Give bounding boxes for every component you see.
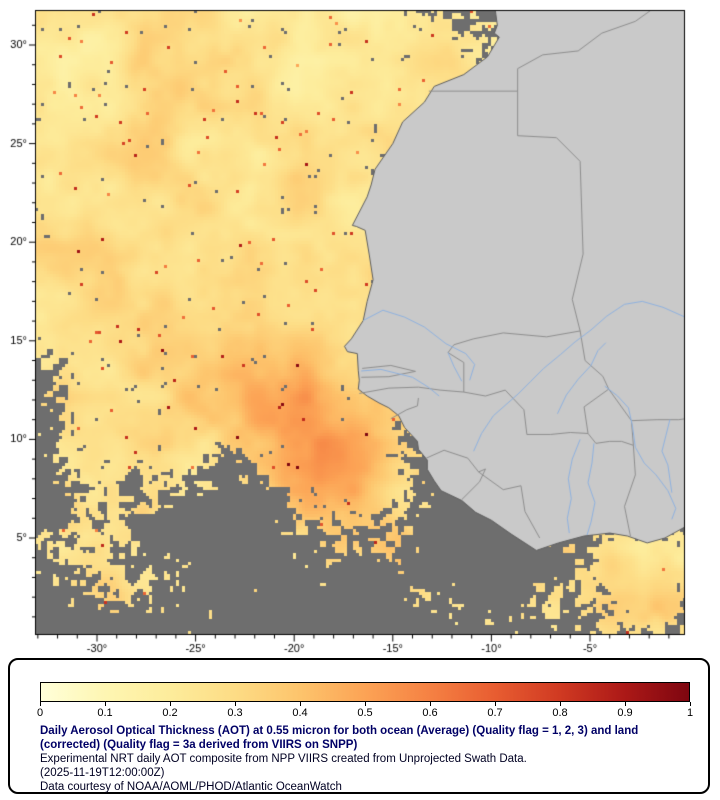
colorbar-tick: [169, 702, 171, 706]
colorbar: [40, 682, 690, 702]
colorbar-tick: [299, 702, 301, 706]
colorbar-tick-label: 0.5: [357, 707, 373, 719]
colorbar-tick-label: 0.6: [422, 707, 438, 719]
colorbar-tick: [494, 702, 496, 706]
colorbar-tick-label: 0.7: [487, 707, 503, 719]
colorbar-tick-marks: [39, 702, 691, 706]
legend-panel: 0 0.1 0.2 0.3 0.4 0.5 0.6 0.7 0.8 0.9 1 …: [8, 658, 710, 794]
colorbar-tick: [234, 702, 236, 706]
colorbar-tick-label: 1: [686, 707, 694, 719]
caption-line-credit: Data courtesy of NOAA/AOML/PHOD/Atlantic…: [40, 781, 342, 793]
colorbar-area: 0 0.1 0.2 0.3 0.4 0.5 0.6 0.7 0.8 0.9 1: [36, 682, 694, 720]
colorbar-labels: 0 0.1 0.2 0.3 0.4 0.5 0.6 0.7 0.8 0.9 1: [36, 706, 694, 720]
colorbar-tick: [39, 702, 41, 706]
aot-map-canvas: [0, 0, 720, 660]
caption-line-timestamp: (2025-11-19T12:00:00Z): [40, 767, 165, 779]
colorbar-tick: [429, 702, 431, 706]
colorbar-tick: [624, 702, 626, 706]
colorbar-tick: [559, 702, 561, 706]
caption-title: Daily Aerosol Optical Thickness (AOT) at…: [40, 725, 639, 751]
caption: Daily Aerosol Optical Thickness (AOT) at…: [40, 724, 692, 794]
colorbar-tick-label: 0.8: [552, 707, 568, 719]
colorbar-tick-label: 0.1: [97, 707, 113, 719]
colorbar-tick-label: 0: [36, 707, 44, 719]
colorbar-tick-label: 0.2: [162, 707, 178, 719]
colorbar-tick-label: 0.3: [227, 707, 243, 719]
colorbar-tick: [364, 702, 366, 706]
caption-line-composite: Experimental NRT daily AOT composite fro…: [40, 753, 527, 765]
colorbar-tick-label: 0.4: [292, 707, 308, 719]
colorbar-tick: [689, 702, 691, 706]
colorbar-tick: [104, 702, 106, 706]
colorbar-tick-label: 0.9: [617, 707, 633, 719]
